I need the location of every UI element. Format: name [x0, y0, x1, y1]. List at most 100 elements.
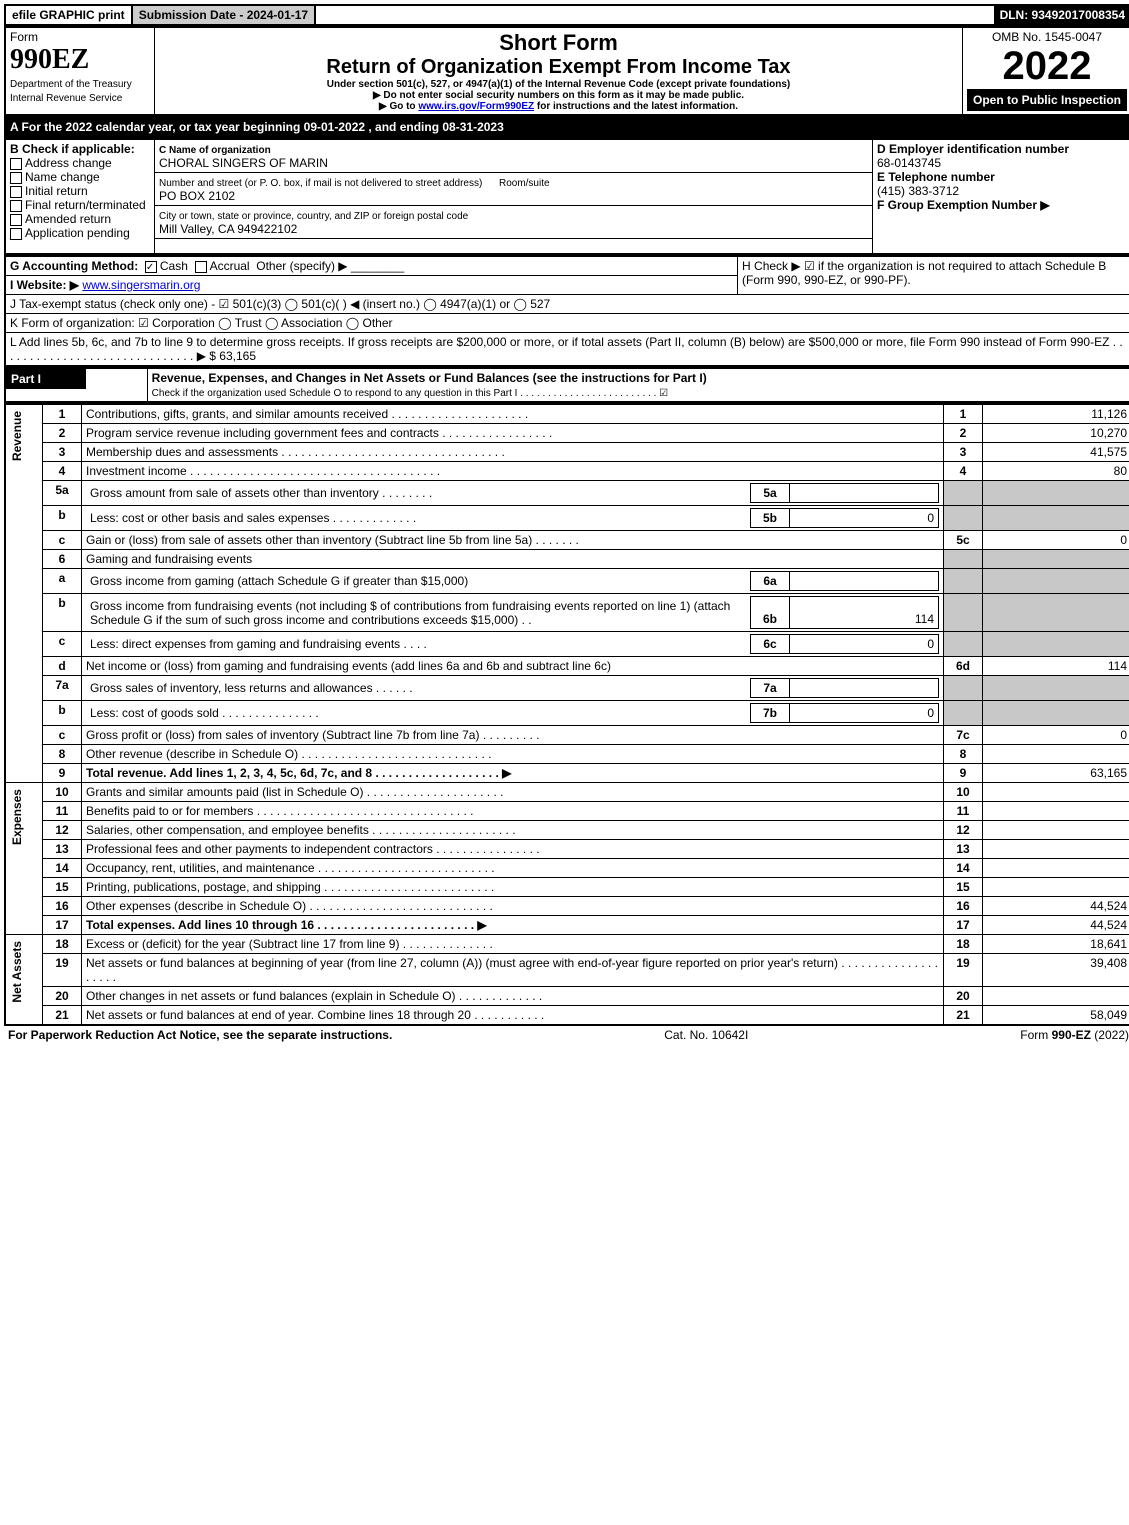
- footer-left: For Paperwork Reduction Act Notice, see …: [8, 1028, 392, 1042]
- footer-right: Form 990-EZ (2022): [1020, 1028, 1129, 1042]
- chk-pending[interactable]: Application pending: [10, 226, 130, 240]
- line-6b-desc: Gross income from fundraising events (no…: [82, 594, 944, 632]
- line-9-val: 63,165: [983, 764, 1129, 783]
- submission-date: Submission Date - 2024-01-17: [133, 6, 316, 24]
- part1-checknote: Check if the organization used Schedule …: [152, 388, 668, 399]
- line-3-desc: Membership dues and assessments . . . . …: [82, 443, 944, 462]
- line-5a-desc: Gross amount from sale of assets other t…: [82, 481, 944, 506]
- city-value: Mill Valley, CA 949422102: [159, 222, 297, 236]
- section-j: J Tax-exempt status (check only one) - ☑…: [5, 295, 1129, 314]
- section-d-label: D Employer identification number: [877, 142, 1069, 156]
- line-19-desc: Net assets or fund balances at beginning…: [82, 954, 944, 987]
- line-16-desc: Other expenses (describe in Schedule O) …: [82, 897, 944, 916]
- line-5b-desc: Less: cost or other basis and sales expe…: [82, 506, 944, 531]
- line-6c-desc: Less: direct expenses from gaming and fu…: [82, 632, 944, 657]
- line-15-desc: Printing, publications, postage, and shi…: [82, 878, 944, 897]
- inspection-box: Open to Public Inspection: [967, 89, 1127, 111]
- line-5c-desc: Gain or (loss) from sale of assets other…: [82, 531, 944, 550]
- line-8-desc: Other revenue (describe in Schedule O) .…: [82, 745, 944, 764]
- dln-label: DLN: 93492017008354: [994, 6, 1129, 24]
- chk-amended[interactable]: Amended return: [10, 212, 111, 226]
- street-label: Number and street (or P. O. box, if mail…: [159, 178, 482, 189]
- form-label: Form: [10, 30, 38, 44]
- section-k: K Form of organization: ☑ Corporation ◯ …: [5, 314, 1129, 333]
- line-9-desc: Total revenue. Add lines 1, 2, 3, 4, 5c,…: [82, 764, 944, 783]
- revenue-side-label: Revenue: [10, 407, 24, 465]
- section-c-label: C Name of organization: [159, 145, 271, 156]
- part1-title: Revenue, Expenses, and Changes in Net As…: [152, 371, 707, 385]
- org-name: CHORAL SINGERS OF MARIN: [159, 156, 328, 170]
- expenses-side-label: Expenses: [10, 785, 24, 849]
- line-10-desc: Grants and similar amounts paid (list in…: [82, 783, 944, 802]
- form-header: Form 990EZ Department of the Treasury In…: [4, 26, 1129, 116]
- chk-address[interactable]: Address change: [10, 156, 112, 170]
- phone-value: (415) 383-3712: [877, 184, 959, 198]
- chk-initial[interactable]: Initial return: [10, 184, 88, 198]
- warn-link: ▶ Go to www.irs.gov/Form990EZ for instru…: [159, 101, 958, 112]
- line-7b-desc: Less: cost of goods sold . . . . . . . .…: [82, 701, 944, 726]
- efile-label: efile GRAPHIC print: [6, 6, 133, 24]
- line-19-val: 39,408: [983, 954, 1129, 987]
- tax-year: 2022: [967, 44, 1127, 89]
- line-21-desc: Net assets or fund balances at end of ye…: [82, 1006, 944, 1026]
- website-link[interactable]: www.singersmarin.org: [82, 278, 200, 292]
- line-20-desc: Other changes in net assets or fund bala…: [82, 987, 944, 1006]
- section-h: H Check ▶ ☑ if the organization is not r…: [738, 256, 1129, 295]
- ghijkl-block: G Accounting Method: Cash Accrual Other …: [4, 255, 1129, 367]
- line-12-desc: Salaries, other compensation, and employ…: [82, 821, 944, 840]
- city-label: City or town, state or province, country…: [159, 211, 468, 222]
- line-7c-desc: Gross profit or (loss) from sales of inv…: [82, 726, 944, 745]
- line-6a-desc: Gross income from gaming (attach Schedul…: [82, 569, 944, 594]
- street-value: PO BOX 2102: [159, 189, 235, 203]
- short-form-title: Short Form: [159, 30, 958, 56]
- section-l: L Add lines 5b, 6c, and 7b to line 9 to …: [5, 333, 1129, 367]
- line-4-val: 80: [983, 462, 1129, 481]
- section-b-label: B Check if applicable:: [10, 142, 135, 156]
- chk-cash[interactable]: [145, 261, 157, 273]
- line-11-desc: Benefits paid to or for members . . . . …: [82, 802, 944, 821]
- section-f-label: F Group Exemption Number ▶: [877, 198, 1050, 212]
- section-a-text: A For the 2022 calendar year, or tax yea…: [5, 117, 1129, 137]
- chk-name[interactable]: Name change: [10, 170, 100, 184]
- line-7c-val: 0: [983, 726, 1129, 745]
- chk-final[interactable]: Final return/terminated: [10, 198, 146, 212]
- line-18-val: 18,641: [983, 935, 1129, 954]
- line-3-val: 41,575: [983, 443, 1129, 462]
- irs-link[interactable]: www.irs.gov/Form990EZ: [418, 101, 534, 112]
- line-13-desc: Professional fees and other payments to …: [82, 840, 944, 859]
- line-18-desc: Excess or (deficit) for the year (Subtra…: [82, 935, 944, 954]
- line-6d-val: 114: [983, 657, 1129, 676]
- section-i-label: I Website: ▶: [10, 278, 79, 292]
- line-16-val: 44,524: [983, 897, 1129, 916]
- footer-mid: Cat. No. 10642I: [664, 1028, 748, 1042]
- line-2-val: 10,270: [983, 424, 1129, 443]
- warn-ssn: ▶ Do not enter social security numbers o…: [159, 90, 958, 101]
- omb-label: OMB No. 1545-0047: [967, 30, 1127, 44]
- main-title: Return of Organization Exempt From Incom…: [159, 56, 958, 79]
- line-6d-desc: Net income or (loss) from gaming and fun…: [82, 657, 944, 676]
- form-number: 990EZ: [10, 44, 89, 75]
- line-4-desc: Investment income . . . . . . . . . . . …: [82, 462, 944, 481]
- line-17-desc: Total expenses. Add lines 10 through 16 …: [82, 916, 944, 935]
- page-footer: For Paperwork Reduction Act Notice, see …: [4, 1026, 1129, 1044]
- line-17-val: 44,524: [983, 916, 1129, 935]
- line-21-val: 58,049: [983, 1006, 1129, 1026]
- part1-table: Revenue 1 Contributions, gifts, grants, …: [4, 403, 1129, 1026]
- line-14-desc: Occupancy, rent, utilities, and maintena…: [82, 859, 944, 878]
- line-7a-desc: Gross sales of inventory, less returns a…: [82, 676, 944, 701]
- top-bar: efile GRAPHIC print Submission Date - 20…: [4, 4, 1129, 26]
- part1-header: Part I Revenue, Expenses, and Changes in…: [4, 367, 1129, 403]
- line-1-desc: Contributions, gifts, grants, and simila…: [82, 404, 944, 424]
- line-8-val: [983, 745, 1129, 764]
- line-2-desc: Program service revenue including govern…: [82, 424, 944, 443]
- section-e-label: E Telephone number: [877, 170, 995, 184]
- subtitle: Under section 501(c), 527, or 4947(a)(1)…: [159, 79, 958, 90]
- dept-label: Department of the Treasury Internal Reve…: [10, 79, 132, 104]
- chk-accrual[interactable]: [195, 261, 207, 273]
- line-1-val: 11,126: [983, 404, 1129, 424]
- line-10-val: [983, 783, 1129, 802]
- info-block: B Check if applicable: Address change Na…: [4, 138, 1129, 255]
- ein-value: 68-0143745: [877, 156, 941, 170]
- part1-label: Part I: [6, 369, 86, 389]
- section-g-label: G Accounting Method:: [10, 259, 138, 273]
